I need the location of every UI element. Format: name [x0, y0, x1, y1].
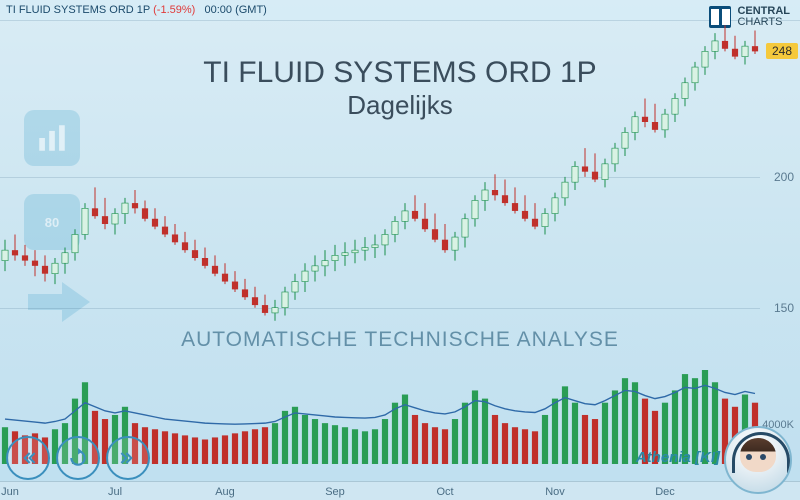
- x-tick-label: Oct: [436, 486, 453, 498]
- x-tick-label: Nov: [545, 486, 565, 498]
- chart-header: TI FLUID SYSTEMS ORD 1P (-1.59%) 00:00 (…: [0, 0, 800, 21]
- x-tick-label: Aug: [215, 486, 235, 498]
- assistant-name: Athenia [KI]: [636, 449, 720, 466]
- pct-change: (-1.59%): [153, 4, 195, 16]
- nav-refresh-button[interactable]: [56, 436, 100, 480]
- symbol-label: TI FLUID SYSTEMS ORD 1P: [6, 4, 150, 16]
- x-tick-label: Jul: [108, 486, 122, 498]
- nav-next-button[interactable]: [106, 436, 150, 480]
- chart-root: TI FLUID SYSTEMS ORD 1P (-1.59%) 00:00 (…: [0, 0, 800, 500]
- nav-controls: [6, 436, 150, 480]
- price-chart[interactable]: [0, 20, 760, 482]
- y-tick-label: 150: [774, 301, 794, 315]
- assistant-avatar[interactable]: Athenia [KI]: [636, 426, 792, 494]
- avatar-head-icon: [724, 426, 792, 494]
- x-tick-label: Jun: [1, 486, 19, 498]
- nav-prev-button[interactable]: [6, 436, 50, 480]
- y-tick-label: 200: [774, 170, 794, 184]
- timestamp: 00:00 (GMT): [205, 4, 267, 16]
- current-price-tag: 248: [766, 43, 798, 59]
- x-tick-label: Sep: [325, 486, 345, 498]
